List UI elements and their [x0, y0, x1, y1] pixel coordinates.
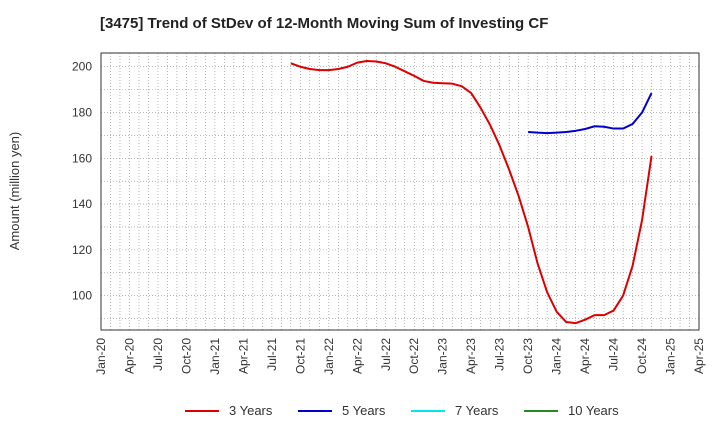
series-line-1	[290, 60, 653, 325]
x-tick-label: Apr-21	[236, 338, 250, 374]
x-tick-label: Jan-23	[436, 338, 450, 375]
legend-item: 5 Years	[298, 403, 385, 418]
x-tick-label: Jan-20	[94, 338, 108, 375]
x-tick-label: Apr-20	[122, 338, 136, 374]
x-tick-label: Oct-21	[293, 338, 307, 374]
legend-swatch	[298, 409, 332, 412]
y-axis: 100 120 140 160 180 200	[72, 60, 92, 303]
x-tick-label: Jul-20	[151, 338, 165, 371]
legend-label: 10 Years	[568, 403, 619, 418]
legend-label: 3 Years	[229, 403, 273, 418]
legend-label: 7 Years	[455, 403, 499, 418]
x-tick-label: Jan-21	[208, 338, 222, 375]
chart-title: [3475] Trend of StDev of 12-Month Moving…	[100, 15, 549, 32]
plot-area	[101, 53, 699, 330]
y-tick-label: 140	[72, 197, 92, 211]
y-tick-label: 200	[72, 60, 92, 74]
legend-swatch	[411, 409, 445, 412]
legend: 3 Years 5 Years 7 Years 10 Years	[0, 403, 720, 427]
legend-swatch	[185, 409, 219, 412]
x-tick-label: Jul-21	[265, 338, 279, 371]
x-axis: Jan-20 Apr-20 Jul-20 Oct-20 Jan-21 Apr-21 Jul-…	[94, 338, 706, 375]
y-tick-label: 120	[72, 243, 92, 257]
x-tick-label: Jan-22	[322, 338, 336, 375]
x-tick-label: Oct-20	[179, 338, 193, 374]
x-tick-label: Apr-22	[350, 338, 364, 374]
x-tick-label: Oct-23	[521, 338, 535, 374]
x-tick-label: Apr-24	[578, 338, 592, 374]
legend-item: 10 Years	[524, 403, 619, 418]
legend-item: 3 Years	[185, 403, 272, 418]
x-tick-label: Jul-22	[379, 338, 393, 371]
x-tick-label: Jan-24	[550, 338, 564, 375]
x-tick-label: Oct-24	[635, 338, 649, 374]
y-tick-label: 160	[72, 151, 92, 165]
series-layer	[290, 60, 653, 325]
legend-swatch	[524, 409, 558, 412]
y-axis-label: Amount (million yen)	[7, 132, 22, 251]
plot-border	[100, 52, 700, 331]
grid-lines	[101, 53, 699, 330]
legend-label: 5 Years	[342, 403, 386, 418]
x-tick-label: Apr-23	[464, 338, 478, 374]
y-tick-label: 180	[72, 106, 92, 120]
x-tick-label: Jan-25	[664, 338, 678, 375]
x-tick-label: Jul-23	[493, 338, 507, 371]
x-tick-label: Oct-22	[407, 338, 421, 374]
series-line-2	[528, 92, 653, 135]
legend-item: 7 Years	[411, 403, 498, 418]
x-tick-label: Jul-24	[607, 338, 621, 371]
y-tick-label: 100	[72, 289, 92, 303]
x-tick-label: Apr-25	[692, 338, 706, 374]
